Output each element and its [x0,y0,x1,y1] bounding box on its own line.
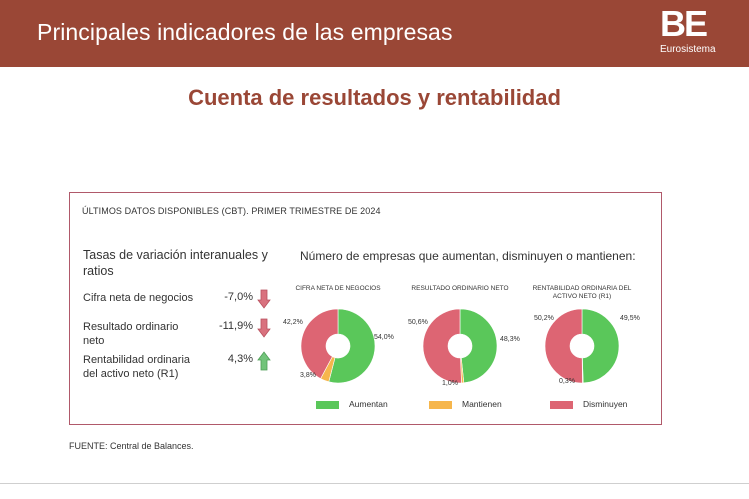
indicator-value: -11,9% [218,320,253,332]
pct-disminuyen: 50,2% [534,315,554,322]
pct-mantienen: 1,0% [442,380,458,387]
pct-aumentan: 54,0% [374,334,394,341]
legend-label: Mantienen [462,399,502,409]
legend-swatch-aumentan [316,401,339,409]
indicator-value: 4,3% [227,353,253,365]
charts-title: Número de empresas que aumentan, disminu… [300,249,636,263]
logo-mark: BE [660,3,708,44]
slice-aumentan [328,308,376,384]
pct-mantienen: 0,3% [559,378,575,385]
section-title: Cuenta de resultados y rentabilidad [188,85,561,110]
donut-svg [422,308,498,384]
pct-aumentan: 49,5% [620,315,640,322]
header-bar: Principales indicadores de las empresas … [0,0,749,67]
donut-chart-rentabilidad: 50,2% 49,5% 0,3% [522,291,642,401]
slice-disminuyen [544,308,583,384]
indicator-value: -7,0% [224,291,253,303]
indicator-label: Rentabilidad ordinaria del activo neto (… [83,354,191,380]
indicator-row-cifra: Cifra neta de negocios -7,0% [83,289,293,321]
donut-chart-cifra: 42,2% 54,0% 3,8% [278,291,398,401]
donut-svg [544,308,620,384]
indicator-row-resultado: Resultado ordinario neto -11,9% [83,318,293,350]
slice-disminuyen [422,308,462,384]
banco-espana-logo: BE Eurosistema [660,6,720,58]
pct-aumentan: 48,3% [500,336,520,343]
legend-label: Aumentan [349,399,388,409]
donut-title-cifra: CIFRA NETA DE NEGOCIOS [295,285,381,292]
slice-aumentan [459,308,498,384]
pct-disminuyen: 50,6% [408,319,428,326]
donut-title-resultado: RESULTADO ORDINARIO NETO [411,285,509,292]
legend-swatch-disminuyen [550,401,573,409]
indicator-label: Cifra neta de negocios [83,292,194,304]
arrow-up-icon [257,351,271,371]
slice-disminuyen [300,308,339,380]
legend-label: Disminuyen [583,399,628,409]
pct-disminuyen: 42,2% [283,319,303,326]
slice-aumentan [581,308,620,384]
indicator-row-rentabilidad: Rentabilidad ordinaria del activo neto (… [83,351,293,383]
indicators-title: Tasas de variación interanuales y ratios [83,248,268,278]
source-note: FUENTE: Central de Balances. [69,441,194,451]
indicators-panel: ÚLTIMOS DATOS DISPONIBLES (CBT). PRIMER … [69,192,662,425]
donut-chart-resultado: 50,6% 48,3% 1,0% [400,291,520,401]
indicator-label: Resultado ordinario neto [83,321,179,347]
footer-divider [0,483,749,484]
logo-subtitle: Eurosistema [660,44,716,55]
arrow-down-icon [257,289,271,309]
arrow-down-icon [257,318,271,338]
header-title: Principales indicadores de las empresas [37,19,453,45]
donut-svg [300,308,376,384]
donut-title-rentabilidad: RENTABILIDAD ORDINARIA DEL ACTIVO NETO (… [532,285,632,300]
pct-mantienen: 3,8% [300,372,316,379]
legend-swatch-mantienen [429,401,452,409]
panel-heading: ÚLTIMOS DATOS DISPONIBLES (CBT). PRIMER … [82,206,381,216]
